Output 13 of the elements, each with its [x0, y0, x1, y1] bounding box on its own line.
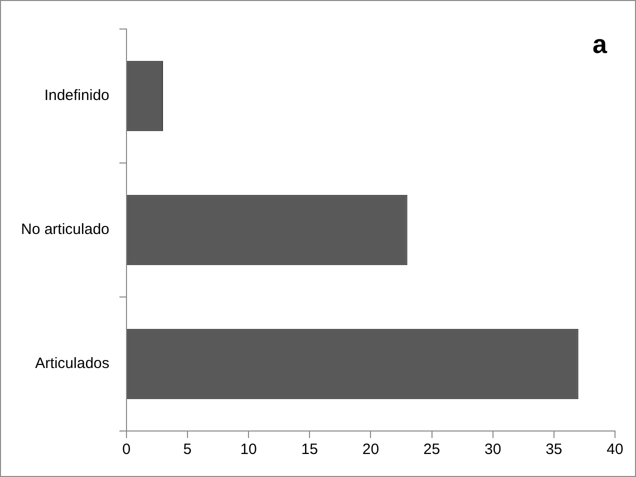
x-tick-label: 35: [546, 441, 562, 458]
x-tick-label: 5: [183, 441, 192, 458]
x-tick-label: 10: [240, 441, 257, 458]
y-tick-label: Indefinido: [44, 87, 110, 104]
x-tick-label: 0: [122, 441, 131, 458]
x-tick-label: 20: [362, 441, 380, 458]
x-tick-label: 15: [301, 441, 318, 458]
x-tick-label: 40: [606, 441, 624, 458]
y-tick-label: No articulado: [20, 221, 110, 238]
annotation: a: [592, 29, 608, 60]
x-tick-label: 25: [423, 441, 440, 458]
x-tick-label: 30: [484, 441, 502, 458]
y-tick-label: Articulados: [35, 355, 110, 372]
